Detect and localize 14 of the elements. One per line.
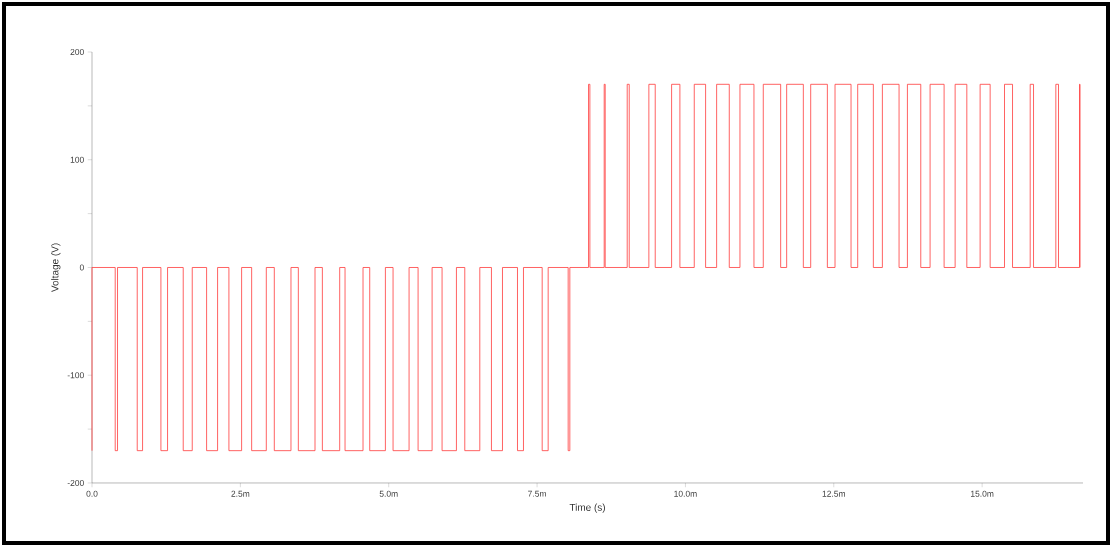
x-axis-title: Time (s) [569,503,605,513]
x-tick-label: 2.5m [231,490,250,497]
x-tick-label: 5.0m [379,490,398,497]
y-tick-label: -200 [67,479,84,486]
x-tick-label: 7.5m [528,490,546,497]
y-tick-label: 100 [70,156,84,163]
y-tick-label: 200 [70,49,84,55]
x-tick-label: 10.0m [674,490,697,497]
x-tick-label: 0.0 [86,490,98,497]
y-tick-label: -100 [67,372,84,379]
x-tick-label: 15.0m [971,490,994,497]
y-tick-label: 0 [79,264,84,271]
y-axis-title: Voltage (V) [51,243,61,293]
x-tick-label: 12.5m [822,490,845,497]
